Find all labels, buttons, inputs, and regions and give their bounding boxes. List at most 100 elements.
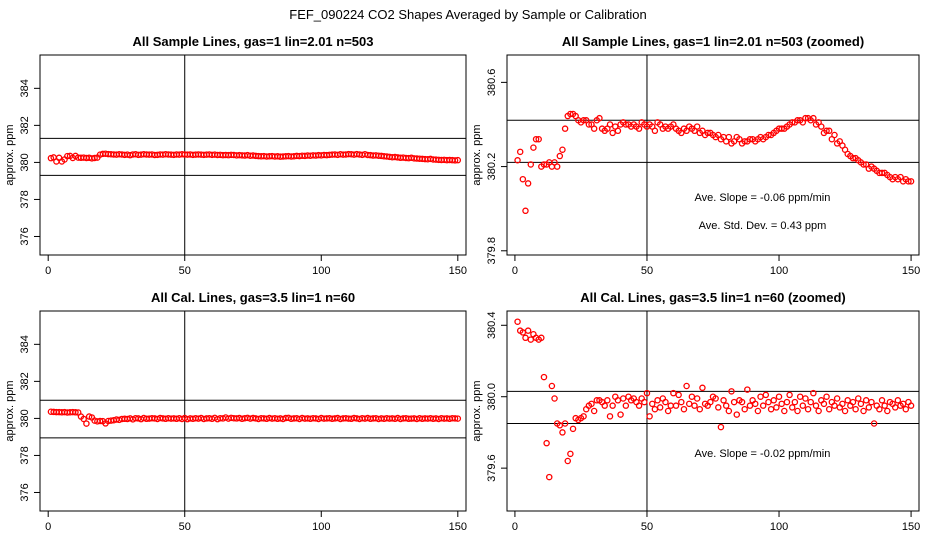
plot-frame xyxy=(506,310,920,512)
data-point xyxy=(64,152,71,160)
panel-2: All Sample Lines, gas=1 lin=2.01 n=503 (… xyxy=(471,34,920,277)
data-point xyxy=(646,413,653,420)
y-tick-label: 380.0 xyxy=(486,383,498,411)
data-point xyxy=(654,397,661,404)
data-point xyxy=(765,398,772,406)
data-points xyxy=(514,318,915,481)
data-point xyxy=(522,207,529,215)
y-tick-label: 380.6 xyxy=(486,69,498,97)
data-point xyxy=(855,395,862,402)
data-point xyxy=(810,389,817,397)
data-point xyxy=(580,413,587,420)
data-point xyxy=(651,405,659,413)
data-point xyxy=(778,400,785,408)
data-point xyxy=(559,429,566,436)
data-point xyxy=(765,131,772,139)
data-point xyxy=(799,402,807,409)
data-point xyxy=(815,407,822,415)
y-tick-label: 380 xyxy=(19,153,31,171)
y-tick-label: 384 xyxy=(19,335,31,353)
data-point xyxy=(590,407,598,415)
data-point xyxy=(876,405,883,413)
data-point xyxy=(556,152,564,160)
data-point xyxy=(907,402,915,409)
data-point xyxy=(770,397,777,404)
data-point xyxy=(693,395,701,402)
data-point xyxy=(746,135,754,143)
data-point xyxy=(823,127,830,135)
y-axis-label: approx. ppm xyxy=(4,380,16,441)
data-point xyxy=(870,420,878,427)
x-tick-label: 0 xyxy=(512,521,518,533)
data-point xyxy=(540,373,548,381)
x-tick-label: 100 xyxy=(770,265,788,277)
data-point xyxy=(96,417,104,425)
data-point xyxy=(720,397,727,404)
data-point xyxy=(818,123,825,130)
plot-frame xyxy=(39,310,467,512)
data-point xyxy=(530,144,537,151)
data-point xyxy=(762,391,770,399)
annotation: Ave. Std. Dev. = 0.43 ppm xyxy=(699,220,827,232)
panel-4: All Cal. Lines, gas=3.5 lin=1 n=60 (zoom… xyxy=(471,290,920,533)
panel-title: All Cal. Lines, gas=3.5 lin=1 n=60 xyxy=(151,290,355,305)
data-point xyxy=(746,402,754,409)
data-point xyxy=(538,334,545,342)
data-point xyxy=(614,127,622,135)
x-tick-label: 50 xyxy=(179,265,191,277)
data-point xyxy=(728,388,735,395)
data-point xyxy=(833,395,841,402)
x-tick-label: 50 xyxy=(641,265,653,277)
data-point xyxy=(454,156,462,164)
data-point xyxy=(823,393,830,400)
y-tick-label: 380 xyxy=(19,409,31,427)
y-axis-label: approx. ppm xyxy=(471,380,483,441)
data-point xyxy=(752,400,759,408)
panel-title: All Cal. Lines, gas=3.5 lin=1 n=60 (zoom… xyxy=(580,290,846,305)
data-point xyxy=(741,405,748,413)
data-point xyxy=(664,407,672,415)
data-points xyxy=(514,110,915,215)
data-point xyxy=(588,400,595,408)
data-point xyxy=(656,404,664,411)
data-point xyxy=(662,398,669,406)
data-point xyxy=(722,402,730,409)
data-point xyxy=(546,473,553,481)
data-point xyxy=(569,425,577,433)
data-point xyxy=(548,382,556,390)
data-point xyxy=(781,407,788,415)
panel-title: All Sample Lines, gas=1 lin=2.01 n=503 xyxy=(133,34,374,49)
annotation: Ave. Slope = -0.02 ppm/min xyxy=(695,448,831,460)
data-point xyxy=(622,121,630,128)
data-point xyxy=(691,402,698,409)
y-tick-label: 376 xyxy=(19,483,31,501)
y-axis-label: approx. ppm xyxy=(4,124,16,185)
data-point xyxy=(744,386,751,393)
x-tick-label: 0 xyxy=(45,265,51,277)
data-point xyxy=(47,154,55,162)
data-point xyxy=(454,415,462,422)
data-point xyxy=(527,336,535,343)
y-tick-label: 384 xyxy=(19,79,31,97)
data-point xyxy=(519,175,527,183)
data-point xyxy=(564,457,571,465)
data-point xyxy=(567,110,574,118)
data-point xyxy=(778,125,785,132)
figure-title: FEF_090224 CO2 Shapes Averaged by Sample… xyxy=(289,7,646,22)
data-point xyxy=(894,397,902,404)
data-point xyxy=(72,409,79,416)
data-point xyxy=(524,327,532,334)
data-point xyxy=(543,439,550,447)
x-tick-label: 100 xyxy=(312,265,330,277)
data-point xyxy=(532,135,540,143)
data-point xyxy=(738,398,746,406)
data-point xyxy=(857,400,865,408)
data-point xyxy=(635,402,643,409)
data-point xyxy=(786,391,793,399)
data-point xyxy=(868,398,875,406)
data-point xyxy=(825,405,833,413)
y-tick-label: 380.2 xyxy=(486,153,498,181)
data-point xyxy=(788,404,796,411)
data-point xyxy=(804,405,812,413)
